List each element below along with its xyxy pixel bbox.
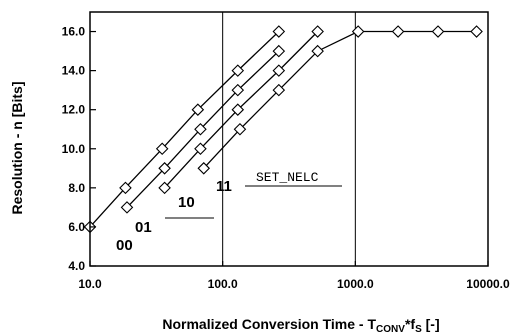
- marker-01-4: [272, 44, 286, 58]
- marker-01-0: [120, 201, 134, 214]
- marker-11-7: [470, 25, 483, 38]
- marker-11-6: [431, 25, 445, 38]
- marker-00-2: [155, 142, 169, 156]
- marker-00-3: [191, 103, 205, 116]
- axis-ticks: 4.0 6.0 8.0 10.0 12.0 14.0 16.0 10.0 100.0 1000.0…: [62, 25, 510, 291]
- annotation-set-nelc: SET_NELC: [165, 170, 342, 219]
- y-tick-label-4: 12.0: [62, 103, 86, 117]
- marker-11-1: [233, 122, 247, 136]
- series-label-01: 01: [135, 219, 152, 236]
- marker-10-3: [272, 64, 286, 77]
- x-tick-label-3: 10000.0: [466, 277, 510, 291]
- x-tick-label-0: 10.0: [78, 277, 102, 291]
- y-tick-label-1: 6.0: [68, 220, 85, 234]
- marker-11-3: [311, 44, 324, 58]
- marker-11-0: [197, 162, 211, 175]
- marker-00-1: [119, 181, 132, 195]
- y-tick-label-6: 16.0: [62, 25, 86, 39]
- x-axis-label: Normalized Conversion Time - TCONV*fS [-…: [162, 316, 439, 335]
- y-tick-label-0: 4.0: [68, 259, 85, 273]
- series-line-11: [203, 30, 477, 169]
- marker-10-4: [311, 25, 324, 38]
- y-tick-label-3: 10.0: [62, 142, 86, 156]
- x-tick-label-2: 1000.0: [337, 277, 374, 291]
- marker-11-2: [272, 83, 286, 97]
- series-label-10: 10: [178, 194, 195, 211]
- series-line-00: [89, 31, 280, 228]
- chart-gridlines: [222, 12, 356, 266]
- marker-00-4: [231, 64, 245, 77]
- marker-10-1: [194, 142, 207, 156]
- marker-11-5: [391, 25, 405, 38]
- chart-series-lines: [89, 30, 477, 228]
- marker-10-2: [231, 103, 245, 116]
- series-label-11: 11: [216, 178, 232, 195]
- y-axis-label: Resolution - n [Bits]: [9, 82, 25, 215]
- marker-01-2: [194, 122, 207, 136]
- marker-11-4: [351, 25, 365, 38]
- marker-01-3: [231, 83, 245, 97]
- series-label-00: 00: [116, 237, 133, 254]
- y-tick-label-2: 8.0: [68, 181, 85, 195]
- chart-series-markers: [83, 25, 483, 234]
- marker-10-0: [158, 181, 171, 195]
- annotation-label: SET_NELC: [256, 170, 319, 185]
- marker-01-1: [158, 162, 171, 175]
- plot-area-frame: [89, 11, 489, 267]
- y-tick-label-5: 14.0: [62, 64, 86, 78]
- marker-00-5: [272, 25, 286, 38]
- x-tick-label-1: 100.0: [208, 277, 238, 291]
